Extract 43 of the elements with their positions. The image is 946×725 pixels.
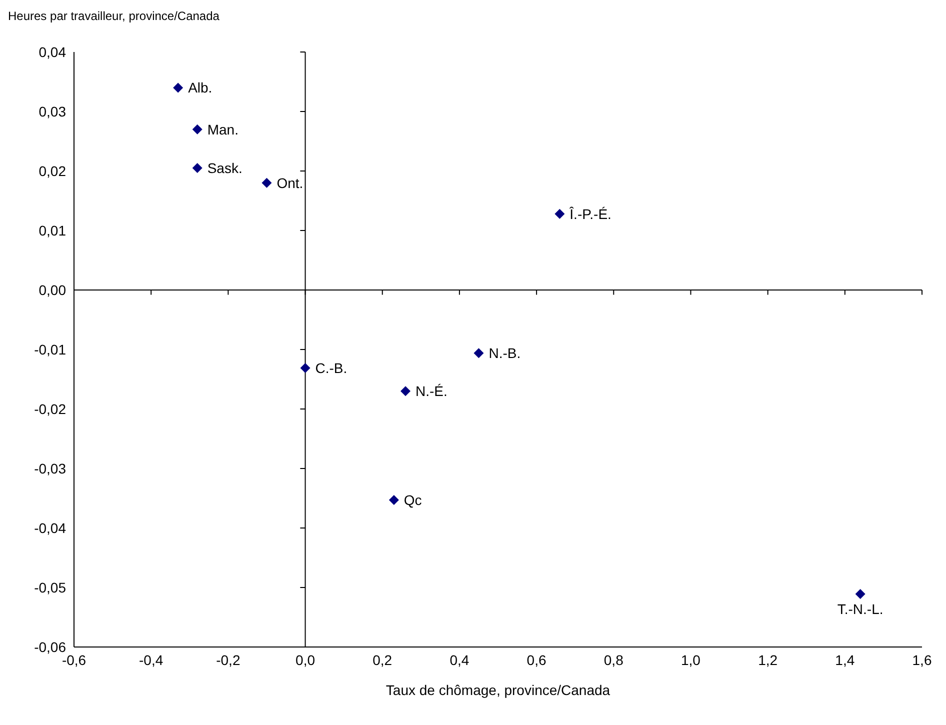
point — [300, 362, 310, 373]
x-tick-label: 0,2 — [372, 652, 392, 668]
y-tick-label: -0,04 — [34, 520, 66, 536]
point — [855, 589, 866, 600]
y-tick-label: -0,05 — [34, 579, 66, 596]
data-label: Alb. — [188, 80, 212, 96]
y-tick-label: -0,01 — [34, 341, 66, 358]
y-axis-title: Heures par travailleur, province/Canada — [8, 8, 220, 25]
point — [554, 208, 565, 219]
point — [474, 348, 484, 358]
point — [192, 124, 202, 134]
data-label: Sask. — [207, 160, 242, 176]
y-tick-label: -0,02 — [34, 400, 66, 417]
point — [400, 386, 410, 396]
point — [262, 178, 272, 188]
x-tick-label: 0,4 — [450, 652, 470, 668]
data-label: C.-B. — [315, 360, 348, 376]
x-axis-title: Taux de chômage, province/Canada — [386, 682, 610, 698]
point — [173, 82, 184, 93]
y-tick-label: -0,03 — [34, 460, 66, 476]
x-tick-label: -0,4 — [139, 652, 164, 668]
x-tick-label: 0,6 — [526, 652, 546, 668]
point — [192, 163, 202, 174]
x-tick-label: 1,2 — [758, 652, 778, 668]
data-label: Qc — [404, 492, 422, 508]
x-tick-label: 1,0 — [680, 652, 701, 668]
x-tick-label: 1,6 — [912, 652, 932, 668]
x-tick-label: 1,4 — [835, 652, 855, 668]
y-tick-label: 0,02 — [38, 162, 66, 179]
data-label: N.-B. — [488, 345, 521, 362]
data-label: Ont. — [276, 174, 304, 191]
x-tick-label: 0,8 — [604, 652, 624, 668]
x-tick-label: 0,0 — [296, 652, 316, 668]
data-label: T.-N.-L. — [837, 601, 884, 618]
data-label: Man. — [207, 121, 238, 138]
point — [388, 495, 399, 506]
y-tick-label: 0,01 — [38, 222, 66, 238]
data-label: Î.-P.-É. — [568, 206, 612, 222]
y-tick-label: 0,03 — [38, 103, 66, 120]
y-tick-label: 0,04 — [38, 44, 66, 60]
y-tick-label: 0,00 — [38, 282, 66, 298]
data-label: N.-É. — [415, 383, 448, 400]
x-tick-label: -0,2 — [216, 652, 240, 668]
